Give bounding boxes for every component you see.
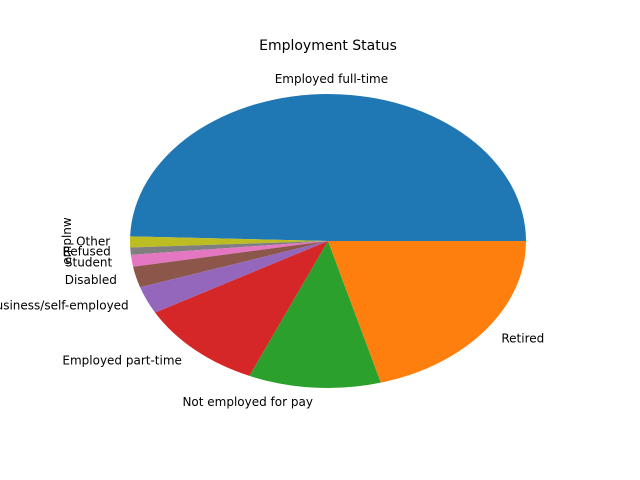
pie-slice-not-employed-for-pay	[249, 241, 381, 389]
pie-slice-refused	[130, 241, 328, 255]
pie-label-employed-part-time: Employed part-time	[62, 353, 182, 367]
pie-slice-employed-part-time	[155, 241, 328, 376]
pie-slice-have-own-business-self-employed	[140, 241, 328, 313]
pie-label-disabled: Disabled	[65, 273, 117, 287]
pie-label-student: Student	[65, 255, 113, 269]
chart-title: Employment Status	[259, 38, 397, 54]
pie-slices	[130, 94, 526, 389]
pie-label-other: Other	[76, 235, 110, 249]
pie-slice-disabled	[133, 241, 328, 288]
y-axis-label: emplnw	[60, 217, 74, 265]
pie-label-employed-full-time: Employed full-time	[275, 72, 388, 86]
pie-slice-student	[130, 241, 328, 267]
pie-slice-other	[130, 236, 328, 248]
pie-label-not-employed-for-pay: Not employed for pay	[182, 395, 313, 409]
pie-label-refused: Refused	[62, 245, 110, 259]
pie-label-retired: Retired	[501, 331, 544, 345]
pie-slice-employed-full-time	[130, 94, 526, 241]
pie-slice-retired	[328, 241, 526, 383]
pie-label-have-own-business-self-employed: Have own business/self-employed	[0, 299, 129, 313]
